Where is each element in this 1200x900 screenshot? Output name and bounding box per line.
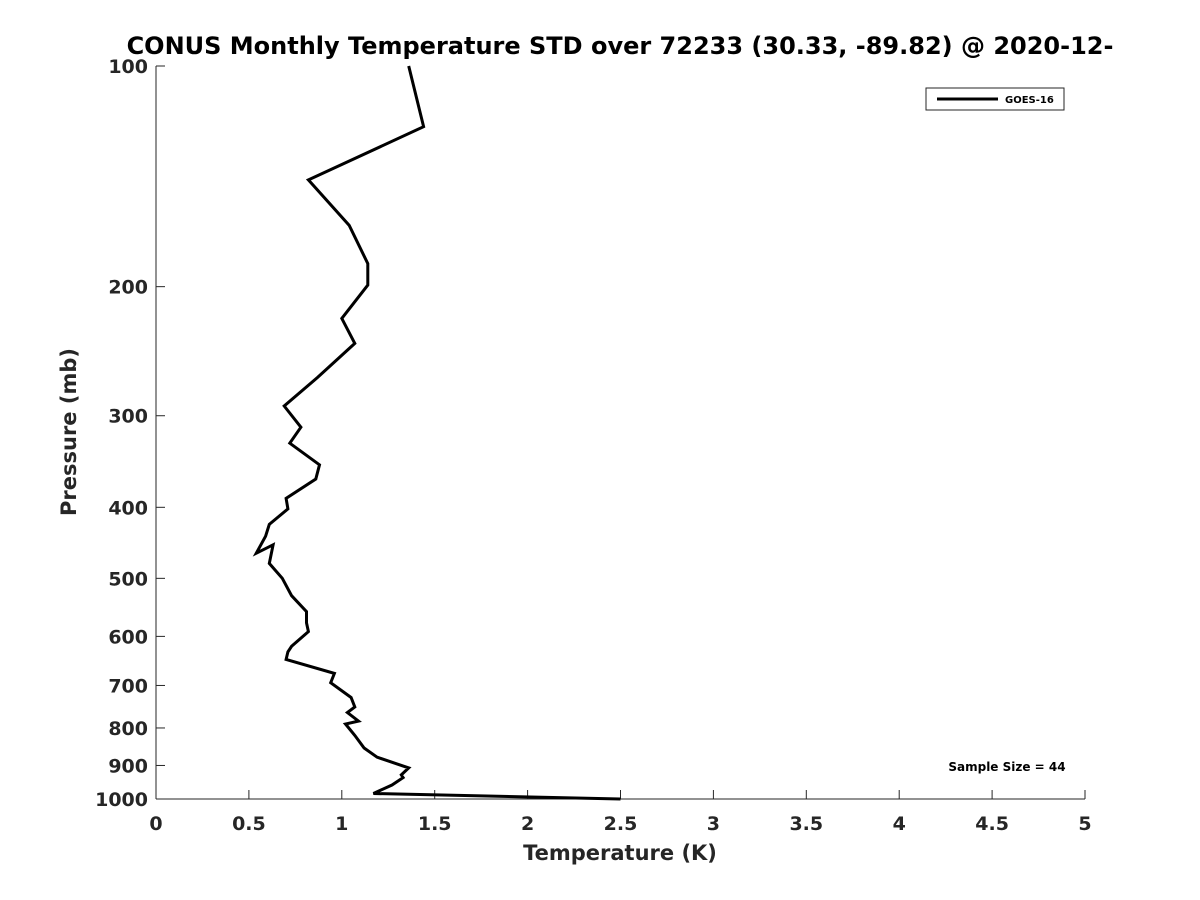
x-tick-label: 0 bbox=[149, 813, 162, 835]
x-tick-label: 3.5 bbox=[789, 813, 823, 835]
legend-label-goes-16: GOES-16 bbox=[1005, 95, 1054, 106]
y-tick-label: 1000 bbox=[95, 789, 148, 811]
y-tick-label: 900 bbox=[108, 755, 148, 777]
y-tick-label: 300 bbox=[108, 406, 148, 428]
x-tick-label: 4 bbox=[893, 813, 906, 835]
x-tick-label: 0.5 bbox=[232, 813, 266, 835]
y-tick-label: 800 bbox=[108, 718, 148, 740]
x-tick-label: 2 bbox=[521, 813, 534, 835]
x-tick-label: 2.5 bbox=[604, 813, 638, 835]
y-tick-label: 400 bbox=[108, 497, 148, 519]
legend: GOES-16 bbox=[925, 87, 1065, 111]
x-tick-label: 5 bbox=[1078, 813, 1091, 835]
x-tick-label: 3 bbox=[707, 813, 720, 835]
sample-size-annotation: Sample Size = 44 bbox=[948, 760, 1065, 774]
chart-title: CONUS Monthly Temperature STD over 72233… bbox=[127, 32, 1114, 60]
y-axis-label: Pressure (mb) bbox=[57, 348, 81, 516]
x-tick-label: 1 bbox=[335, 813, 348, 835]
x-tick-label: 4.5 bbox=[975, 813, 1009, 835]
x-tick-label: 1.5 bbox=[418, 813, 452, 835]
y-tick-label: 600 bbox=[108, 626, 148, 648]
y-tick-label: 500 bbox=[108, 568, 148, 590]
x-axis-label: Temperature (K) bbox=[523, 841, 717, 865]
y-tick-label: 100 bbox=[108, 56, 148, 78]
y-ticks: 100 200 300 400 500 600 700 800 900 1000 bbox=[95, 56, 165, 811]
y-tick-label: 200 bbox=[108, 277, 148, 299]
x-ticks: 0 0.5 1 1.5 2 2.5 3 3.5 4 4.5 5 bbox=[149, 790, 1092, 835]
y-tick-label: 700 bbox=[108, 675, 148, 697]
series-line-goes-16 bbox=[252, 65, 621, 801]
